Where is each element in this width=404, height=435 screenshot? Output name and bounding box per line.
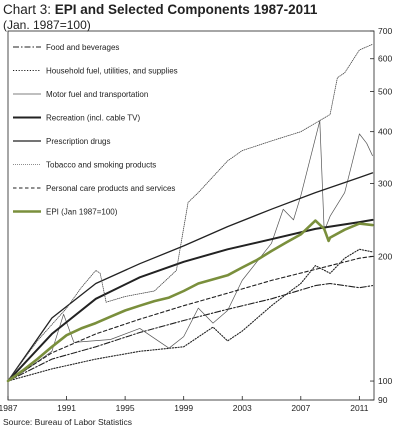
x-tick-label: 2007 [291,403,310,413]
series-line-3 [7,218,374,382]
legend-label-6: Personal care products and services [46,184,175,193]
series-line-2 [7,120,373,382]
y-tick-label: 400 [378,127,392,137]
legend-label-0: Food and beverages [46,43,119,52]
series-layer [6,43,374,383]
x-axis: 1987 1991 1995 1999 2003 2007 2011 [0,396,369,413]
y-tick-label: 90 [378,395,388,405]
series-line-5 [7,43,373,382]
plot-frame [7,30,375,401]
y-axis: 90 100 200 300 400 500 600 700 [370,26,392,405]
y-tick-label: 100 [378,376,392,386]
legend-label-5: Tobacco and smoking products [46,161,156,170]
chart-title-main: EPI and Selected Components 1987-2011 [54,2,318,17]
title-block: Chart 3: EPI and Selected Components 198… [3,2,401,33]
chart-subtitle: (Jan. 1987=100) [3,18,91,32]
y-tick-label: 500 [378,87,392,97]
x-tick-label: 1987 [0,403,18,413]
y-tick-label: 200 [378,251,392,261]
series-line-1 [7,248,374,382]
y-tick-label: 600 [378,54,392,64]
legend-label-4: Prescription drugs [46,137,110,146]
x-tick-label: 1991 [57,403,76,413]
x-tick-label: 1999 [174,403,193,413]
source-note: Source: Bureau of Labor Statistics [3,417,132,427]
legend-label-1: Household fuel, utilities, and supplies [46,67,178,76]
series-line-6 [7,255,374,382]
x-tick-label: 2003 [233,403,252,413]
legend: Food and beverages Household fuel, utilit… [13,43,178,217]
legend-label-7: EPI (Jan 1987=100) [46,208,118,217]
chart-title-prefix: Chart 3: [3,2,55,17]
chart-title: Chart 3: EPI and Selected Components 198… [3,2,401,18]
x-tick-label: 2011 [350,403,369,413]
x-tick-label: 1995 [116,403,135,413]
y-tick-label: 300 [378,178,392,188]
legend-label-3: Recreation (incl. cable TV) [46,114,140,123]
series-line-4 [7,172,374,382]
legend-label-2: Motor fuel and transportation [46,90,148,99]
series-line-0 [7,282,374,382]
series-line-7 [6,219,374,383]
y-tick-label: 700 [378,26,392,36]
